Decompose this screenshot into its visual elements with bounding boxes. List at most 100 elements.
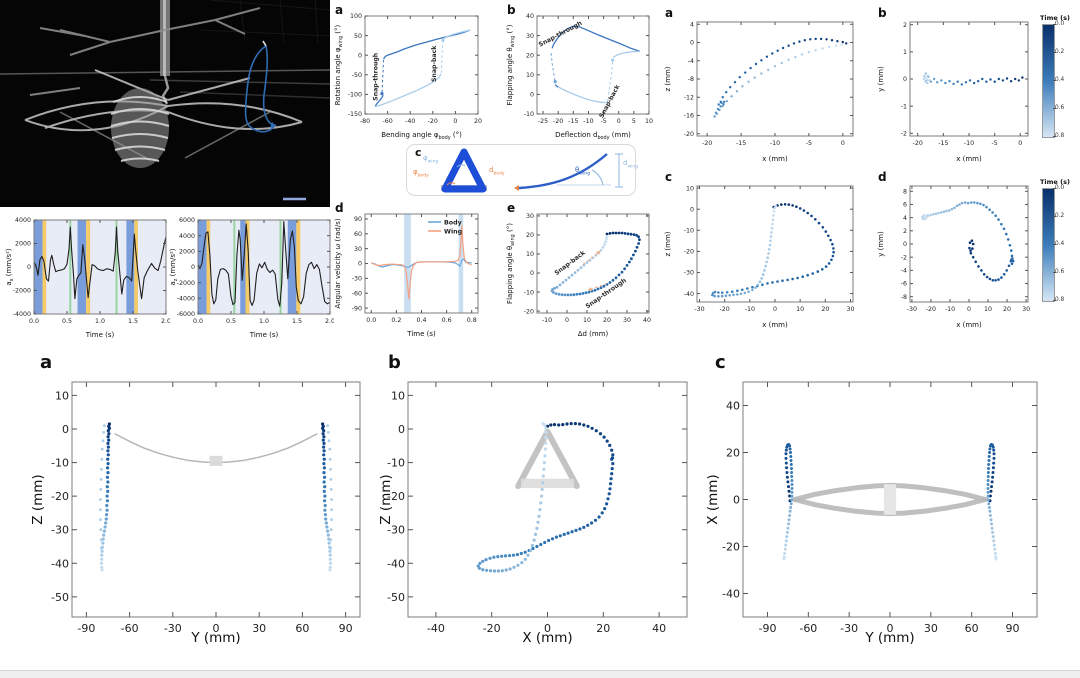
svg-text:-40: -40 bbox=[684, 291, 694, 298]
svg-text:-30: -30 bbox=[907, 306, 917, 313]
svg-text:-10: -10 bbox=[770, 140, 780, 147]
svg-text:-20: -20 bbox=[684, 249, 694, 256]
svg-text:-30: -30 bbox=[840, 622, 858, 635]
svg-text:30: 30 bbox=[1022, 306, 1030, 313]
svg-text:1.5: 1.5 bbox=[128, 318, 138, 325]
svg-text:10: 10 bbox=[526, 72, 534, 79]
svg-text:x (mm): x (mm) bbox=[762, 155, 788, 163]
svg-text:Body: Body bbox=[444, 219, 462, 226]
svg-text:-60: -60 bbox=[121, 622, 139, 635]
svg-text:40: 40 bbox=[726, 400, 740, 413]
panel-label-c: c bbox=[665, 170, 673, 184]
svg-text:-10: -10 bbox=[945, 306, 955, 313]
svg-text:Angular velocity ω (rad/s): Angular velocity ω (rad/s) bbox=[334, 218, 342, 308]
svg-text:20: 20 bbox=[726, 447, 740, 460]
d-wing-label: dwing bbox=[623, 159, 639, 170]
svg-text:0: 0 bbox=[690, 206, 694, 213]
svg-text:-10: -10 bbox=[684, 227, 694, 234]
chart-wingtip-xz: -40 -20 0 20 40 10 0 -10 -20 -30 -40 -50 X (mm) Z (mm… bbox=[378, 352, 700, 648]
svg-text:-60: -60 bbox=[352, 290, 362, 297]
svg-text:Y (mm): Y (mm) bbox=[190, 630, 240, 646]
svg-text:az (mm/s²): az (mm/s²) bbox=[169, 248, 179, 285]
colorbar-tick: 0.6 bbox=[1055, 269, 1065, 275]
chart-acceleration-x: 0.0 0.5 1.0 1.5 2.0 4000 2000 0 -2000 -4000 Time (… bbox=[4, 210, 171, 340]
d-wing-bracket bbox=[615, 153, 623, 188]
bellows-actuator bbox=[110, 88, 170, 168]
chart-angular-velocity: 0.0 0.2 0.4 0.6 0.8 90 60 30 0 -30 -60 -90 Time (s) A… bbox=[333, 201, 483, 339]
svg-text:Z (mm): Z (mm) bbox=[378, 474, 394, 524]
svg-text:0: 0 bbox=[565, 317, 569, 324]
svg-text:-25: -25 bbox=[538, 118, 548, 125]
svg-text:6: 6 bbox=[903, 202, 907, 209]
svg-text:ax (mm/s²): ax (mm/s²) bbox=[5, 248, 15, 286]
svg-text:-4: -4 bbox=[688, 58, 694, 65]
svg-text:6000: 6000 bbox=[179, 217, 195, 224]
svg-text:Time (s): Time (s) bbox=[406, 330, 436, 338]
svg-text:-80: -80 bbox=[360, 118, 370, 125]
svg-text:10: 10 bbox=[583, 317, 591, 324]
svg-text:0: 0 bbox=[690, 40, 694, 47]
phi-body-arc bbox=[446, 182, 456, 186]
svg-text:10: 10 bbox=[391, 389, 405, 402]
svg-text:30: 30 bbox=[623, 317, 631, 324]
svg-text:20: 20 bbox=[596, 622, 610, 635]
svg-text:-8: -8 bbox=[688, 76, 694, 83]
svg-text:y (mm): y (mm) bbox=[877, 231, 885, 257]
svg-text:-40: -40 bbox=[51, 557, 69, 570]
colorbar-gradient bbox=[1042, 188, 1055, 302]
svg-text:2.0: 2.0 bbox=[161, 318, 170, 325]
panel-label-a: a bbox=[665, 6, 674, 20]
svg-text:0: 0 bbox=[398, 423, 405, 436]
trajectory-arrowhead bbox=[270, 122, 276, 128]
colorbar-tick: 0.8 bbox=[1055, 133, 1065, 139]
svg-text:z (mm): z (mm) bbox=[664, 231, 672, 256]
svg-text:-30: -30 bbox=[352, 276, 362, 283]
svg-text:-90: -90 bbox=[352, 305, 362, 312]
svg-text:100: 100 bbox=[350, 13, 362, 20]
svg-text:-40: -40 bbox=[387, 557, 405, 570]
svg-text:-20: -20 bbox=[553, 118, 563, 125]
svg-text:40: 40 bbox=[652, 622, 666, 635]
schematic-drawing bbox=[441, 148, 623, 193]
chart-wingtip-yz: -90 -60 -30 0 30 60 90 10 0 -10 -20 -30 -40 -50 Y (mm)… bbox=[30, 352, 378, 648]
svg-text:2: 2 bbox=[903, 22, 907, 29]
svg-text:Flapping angle θwing (°): Flapping angle θwing (°) bbox=[506, 223, 516, 304]
svg-text:90: 90 bbox=[339, 622, 353, 635]
svg-text:40: 40 bbox=[643, 317, 651, 324]
svg-text:0.0: 0.0 bbox=[29, 318, 39, 325]
svg-text:-15: -15 bbox=[938, 140, 948, 147]
svg-text:20: 20 bbox=[1003, 306, 1011, 313]
svg-text:1.0: 1.0 bbox=[259, 318, 269, 325]
svg-text:8: 8 bbox=[903, 188, 907, 195]
svg-text:30: 30 bbox=[846, 306, 854, 313]
svg-text:-20: -20 bbox=[926, 306, 936, 313]
svg-text:2000: 2000 bbox=[15, 241, 31, 248]
svg-text:Flapping angle θwing (°): Flapping angle θwing (°) bbox=[506, 24, 516, 105]
svg-text:0: 0 bbox=[887, 622, 894, 635]
svg-text:10: 10 bbox=[796, 306, 804, 313]
svg-text:0.4: 0.4 bbox=[416, 317, 426, 324]
schematic-panel: c φwing φbody dbody θwing dwing bbox=[406, 144, 639, 196]
svg-text:-12: -12 bbox=[684, 94, 694, 101]
svg-text:-15: -15 bbox=[736, 140, 746, 147]
svg-text:-4000: -4000 bbox=[13, 311, 31, 318]
svg-text:0.0: 0.0 bbox=[366, 317, 376, 324]
svg-text:4000: 4000 bbox=[15, 217, 31, 224]
svg-text:x (mm): x (mm) bbox=[956, 321, 982, 329]
panel-label-b: b bbox=[507, 3, 516, 17]
svg-text:-20: -20 bbox=[51, 490, 69, 503]
svg-text:0.5: 0.5 bbox=[62, 318, 72, 325]
svg-text:90: 90 bbox=[354, 216, 362, 223]
bent-wing-curve bbox=[518, 153, 608, 190]
svg-text:30: 30 bbox=[354, 246, 362, 253]
svg-text:-20: -20 bbox=[913, 140, 923, 147]
svg-text:-60: -60 bbox=[382, 118, 392, 125]
svg-text:-10: -10 bbox=[542, 317, 552, 324]
panel-label-c: c bbox=[715, 352, 726, 373]
svg-text:-10: -10 bbox=[524, 111, 534, 118]
svg-text:-2: -2 bbox=[901, 254, 907, 261]
svg-text:20: 20 bbox=[603, 317, 611, 324]
footer-bar bbox=[0, 670, 1080, 678]
svg-text:10: 10 bbox=[984, 306, 992, 313]
svg-text:-20: -20 bbox=[483, 622, 501, 635]
